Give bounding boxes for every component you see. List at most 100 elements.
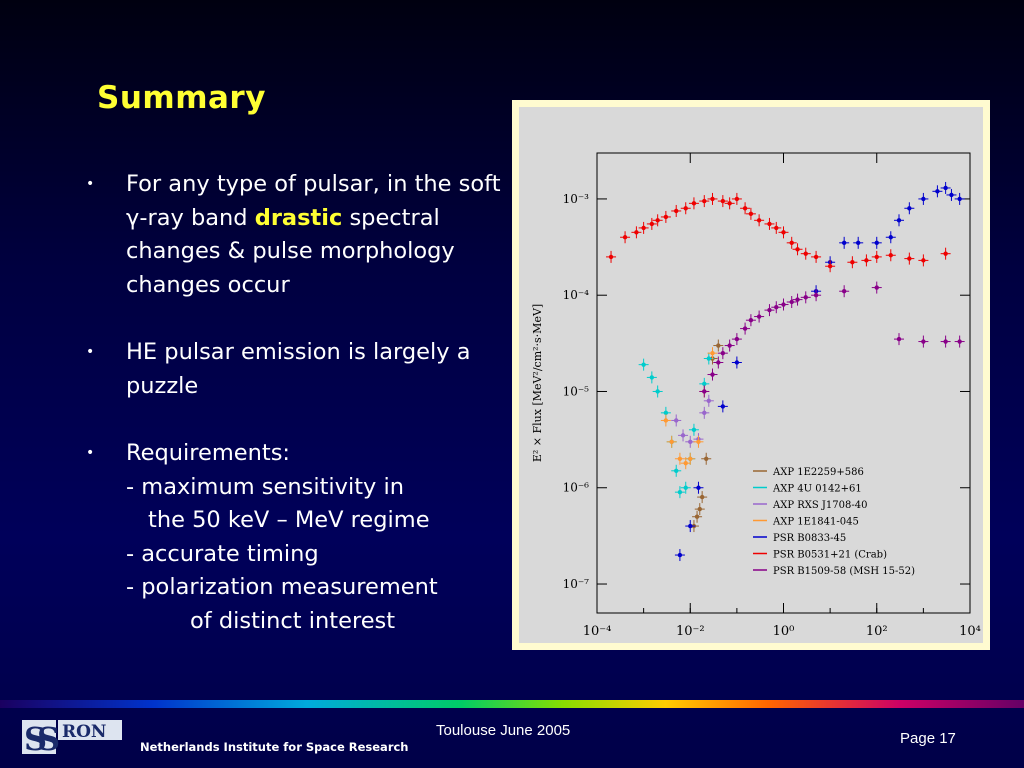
data-point [756,218,762,223]
data-point [734,360,740,365]
data-point [774,305,779,310]
data-point [634,230,639,235]
legend-label: PSR B0833-45 [773,533,846,544]
data-point [781,230,786,235]
data-point [702,381,707,387]
data-point [943,185,948,191]
data-point [683,206,688,211]
bullet-icon: • [86,445,95,461]
data-point [696,439,701,445]
plot-border [596,152,971,614]
data-point [781,302,786,307]
bullet-item: • For any type of pulsar, in the soft γ-… [86,168,506,302]
data-point [774,225,779,231]
highlight-word: drastic [254,204,343,231]
data-point [696,485,701,490]
data-point [641,225,646,231]
data-point [734,336,740,342]
data-point [706,398,712,404]
data-point [896,218,902,223]
y-tick-label: 10⁻⁵ [563,384,590,398]
slide-title: Summary [97,80,266,116]
data-point [677,456,683,461]
data-point [727,201,732,206]
x-tick-label: 10² [866,624,888,639]
bullet-icon: • [86,344,95,360]
data-point [710,372,715,377]
legend-label: PSR B0531+21 (Crab) [773,550,887,561]
data-point [756,314,762,319]
rainbow-band [0,700,1024,708]
data-point [864,258,869,263]
data-point [888,253,893,258]
data-point [742,206,748,211]
y-tick-label: 10⁻⁷ [563,577,590,591]
data-point [742,326,748,331]
bullet-item: • HE pulsar emission is largely a puzzle [86,336,506,403]
data-point [608,254,614,260]
data-point [680,433,686,438]
requirement-line: of distinct interest [190,607,396,634]
requirement-line: - maximum sensitivity in [126,473,405,500]
data-point [907,256,912,261]
data-point [655,218,660,223]
organization-name: Netherlands Institute for Space Research [140,740,409,754]
data-point [850,260,855,265]
data-point [716,360,721,365]
data-point [841,289,847,294]
bullet-text-post: spectral changes & pulse morphology chan… [126,204,455,298]
data-point [641,362,646,367]
data-point [649,375,655,380]
data-point [827,264,833,269]
data-point [720,404,726,409]
data-point [688,456,693,461]
data-point [702,389,707,394]
data-point [691,427,697,432]
data-point [795,247,800,252]
bullet-text-pre: For any type of pulsar, in the soft [126,171,501,197]
requirements-heading: Requirements: [126,440,291,466]
data-point [888,235,893,240]
data-point [674,418,679,423]
y-tick-label: 10⁻³ [563,192,590,206]
bullet-list: • For any type of pulsar, in the soft γ-… [86,168,506,672]
data-point [767,307,772,313]
data-point [674,468,679,473]
requirement-line: - accurate timing [126,540,319,567]
data-point [716,343,721,348]
y-tick-label: 10⁻⁶ [563,481,590,495]
data-point [683,460,688,466]
x-tick-label: 10⁻² [676,624,705,639]
legend-label: PSR B1509-58 (MSH 15-52) [773,566,915,577]
data-point [921,258,926,263]
data-point [813,293,819,298]
data-point [694,514,700,519]
data-point [710,196,715,202]
data-point [874,240,879,246]
legend-label: AXP RXS J1708-40 [772,500,868,511]
data-point [935,189,940,194]
data-point [683,485,688,490]
x-tick-label: 10⁴ [959,624,981,639]
plot-area [597,153,970,613]
data-point [874,254,879,260]
data-point [789,240,794,246]
data-point [943,251,948,256]
data-point [767,221,772,227]
data-point [697,506,702,512]
data-point [907,206,912,211]
y-tick-label: 10⁻⁴ [563,288,590,302]
bullet-item: • Requirements: - maximum sensitivity in… [86,437,506,638]
data-point [655,389,660,394]
data-point [734,196,740,202]
legend-label: AXP 1E1841-045 [772,517,859,528]
data-point [663,214,669,220]
requirement-line: the 50 keV – MeV regime [148,507,430,533]
data-point [649,221,655,227]
data-point [957,196,962,202]
legend-label: AXP 4U 0142+61 [772,484,862,495]
data-point [710,350,715,356]
